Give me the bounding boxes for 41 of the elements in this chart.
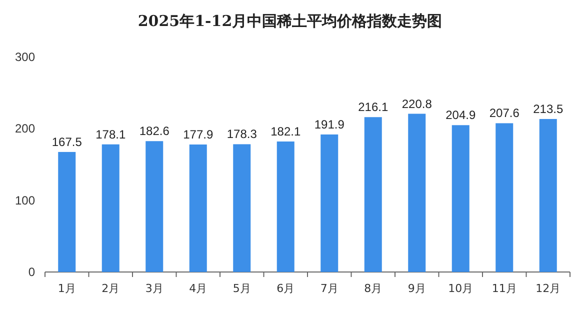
data-label: 177.9 [183,128,214,142]
bar [276,141,294,272]
data-label: 207.6 [489,106,520,120]
x-tick-label: 3月 [145,282,164,295]
x-tick-label: 2月 [102,282,120,295]
data-label: 213.5 [533,102,564,116]
data-label: 220.8 [402,96,432,111]
data-label: 167.5 [52,134,82,149]
x-tick-label: 8月 [364,282,382,295]
bar [496,123,514,272]
chart-title: 2025年1-12月中国稀土平均价格指数走势图 [138,12,442,30]
y-tick-label: 200 [14,122,36,136]
x-tick-label: 12月 [536,282,561,295]
bar [146,141,164,272]
data-label: 178.3 [226,127,258,142]
bar [408,114,426,272]
data-label: 182.6 [139,124,170,138]
x-tick-label: 4月 [189,282,208,295]
data-label: 216.1 [358,100,388,114]
bar [58,152,76,272]
bar [233,144,251,272]
x-tick-label: 10月 [448,282,474,295]
x-tick-label: 1月 [58,282,76,295]
x-tick-label: 5月 [232,282,251,295]
y-tick-label: 300 [14,50,36,64]
x-tick-label: 11月 [492,282,517,295]
x-tick-label: 7月 [320,282,338,295]
y-tick-label: 100 [14,193,36,208]
data-label: 178.1 [96,127,126,142]
x-tick-label: 9月 [408,282,426,295]
bar [102,144,120,272]
bar [539,118,557,272]
y-tick-label: 0 [28,265,36,279]
bar [320,134,338,272]
data-label: 191.9 [314,117,345,132]
data-label: 182.1 [270,124,301,138]
data-label: 204.9 [446,108,476,122]
x-tick-label: 6月 [276,282,295,295]
bar [452,125,470,272]
bar [189,144,207,272]
bar [364,117,382,272]
